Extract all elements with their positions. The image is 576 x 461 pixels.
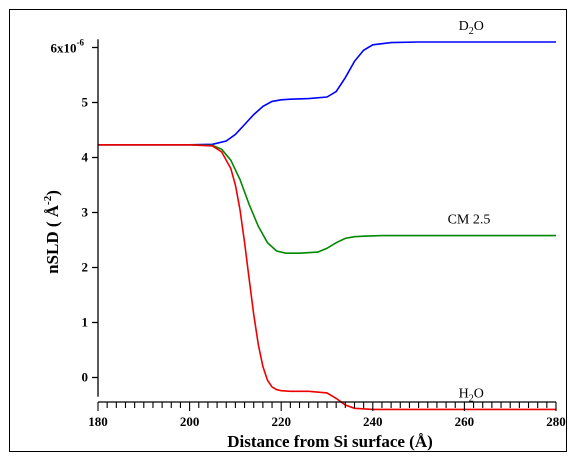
series-label: CM 2.5 bbox=[448, 213, 491, 228]
axes-layer: 0 1 2 3 4 5 180 200 220 240 260 280 bbox=[82, 39, 566, 429]
series-label-sub: 2 bbox=[469, 393, 474, 404]
y-axis-title-exp: -2 bbox=[42, 195, 54, 205]
series-label-main: CM 2.5 bbox=[448, 213, 491, 228]
series-label-sub: 2 bbox=[469, 26, 474, 37]
y-axis-title-unit: Å bbox=[43, 204, 62, 217]
series-label-main: D bbox=[459, 19, 469, 34]
y-axis-title-post: ) bbox=[43, 190, 62, 196]
chart-frame bbox=[9, 9, 567, 452]
series-label-main: H bbox=[459, 386, 469, 401]
x-tick-label: 260 bbox=[455, 414, 475, 429]
y-axis-title-pre: nSLD ( bbox=[43, 217, 62, 274]
x-axis-title: Distance from Si surface (Å) bbox=[227, 432, 433, 451]
y-tick-label: 2 bbox=[82, 260, 89, 275]
series-label-post: O bbox=[474, 386, 484, 401]
y-axis-title: nSLD ( Å-2) bbox=[42, 190, 62, 274]
series-line-cm-2-5 bbox=[98, 144, 556, 254]
x-tick-label: 280 bbox=[546, 414, 566, 429]
y-tick-label: 0 bbox=[82, 370, 89, 385]
y-top-tick-label: 6x10-6 bbox=[51, 38, 85, 56]
y-tick-label: 5 bbox=[82, 95, 89, 110]
y-tick-label: 4 bbox=[82, 150, 89, 165]
y-tick-label: 3 bbox=[82, 205, 89, 220]
x-tick-label: 200 bbox=[180, 414, 200, 429]
series-label: D2O bbox=[459, 19, 484, 37]
y-tick-label: 1 bbox=[82, 315, 89, 330]
x-tick-label: 240 bbox=[363, 414, 383, 429]
x-tick-label: 220 bbox=[271, 414, 291, 429]
series-label-post: O bbox=[474, 19, 484, 34]
series-line-h2o bbox=[98, 144, 556, 411]
x-tick-label: 180 bbox=[88, 414, 108, 429]
y-multiplier-exp: -6 bbox=[77, 38, 85, 48]
y-multiplier-base: 6x10 bbox=[51, 41, 77, 56]
svg-text:nSLD ( Å-2): nSLD ( Å-2) bbox=[42, 190, 62, 274]
series-label: H2O bbox=[459, 386, 484, 404]
series-line-d2o bbox=[98, 41, 556, 146]
